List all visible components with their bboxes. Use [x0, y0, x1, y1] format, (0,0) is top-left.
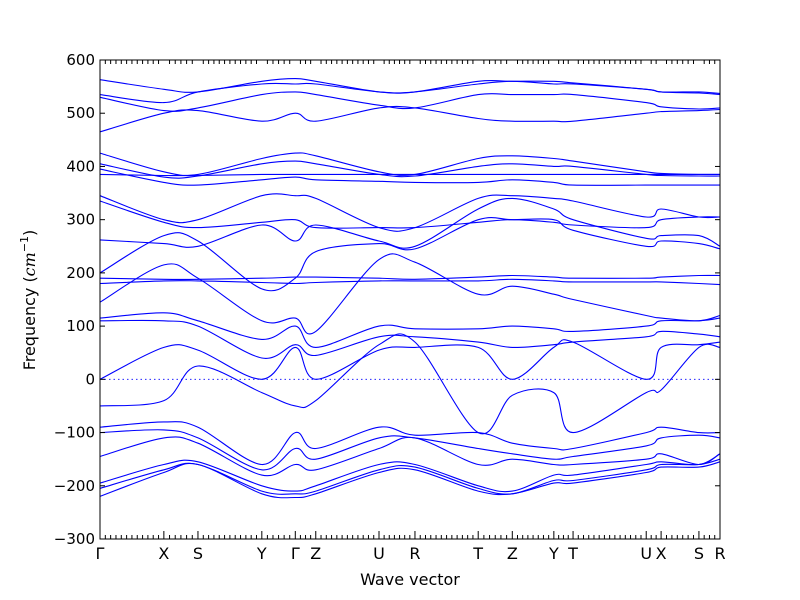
y-tick-label: 200 [66, 264, 95, 282]
y-axis-label-exponent: −1 [18, 236, 31, 252]
x-axis-label: Wave vector [360, 570, 460, 589]
high-symmetry-label: U [373, 544, 385, 563]
high-symmetry-label: Z [310, 544, 321, 563]
phonon-band-2 [99, 80, 721, 104]
y-tick-label: 300 [66, 211, 95, 229]
high-symmetry-label: Y [256, 544, 267, 563]
y-tick-label: −300 [54, 530, 95, 548]
phonon-band-12 [99, 216, 721, 292]
y-axis-label-close: ) [20, 230, 39, 236]
high-symmetry-label: Z [507, 544, 518, 563]
phonon-band-8 [99, 168, 720, 186]
y-axis-label-text: Frequency ( [20, 276, 39, 370]
high-symmetry-label: Γ [291, 544, 300, 563]
y-tick-label: 400 [66, 157, 95, 175]
y-axis-label: Frequency (cm−1) [18, 230, 39, 371]
y-axis-label-unit: cm [20, 252, 39, 276]
phonon-band-18 [99, 339, 721, 380]
phonon-band-22 [99, 436, 721, 477]
phonon-band-5 [99, 152, 721, 177]
phonon-band-3 [99, 91, 721, 112]
high-symmetry-label: S [694, 544, 704, 563]
high-symmetry-label: T [567, 544, 578, 563]
high-symmetry-label: X [656, 544, 667, 563]
phonon-band-21 [99, 429, 721, 471]
y-tick-label: −100 [54, 424, 95, 442]
phonon-band-6 [99, 160, 721, 179]
y-tick-label: 0 [85, 370, 95, 388]
y-tick-label: 500 [66, 104, 95, 122]
phonon-band-17 [99, 319, 721, 359]
high-symmetry-label: R [409, 544, 420, 563]
phonon-band-23 [99, 453, 721, 493]
plot-area [99, 59, 721, 540]
high-symmetry-label: R [714, 544, 725, 563]
phonon-band-20 [99, 421, 721, 466]
phonon-band-15 [99, 253, 721, 335]
phonon-band-19 [99, 333, 721, 435]
phonon-band-16 [99, 312, 721, 348]
high-symmetry-label: Γ [96, 544, 105, 563]
phonon-band-10 [99, 200, 721, 229]
phonon-bands [99, 78, 721, 499]
phonon-band-24 [99, 458, 721, 495]
high-symmetry-label: Y [548, 544, 559, 563]
y-tick-label: −200 [54, 477, 95, 495]
high-symmetry-label: X [158, 544, 169, 563]
phonon-band-9 [99, 193, 721, 232]
phonon-band-25 [99, 461, 721, 499]
y-tick-label: 100 [66, 317, 95, 335]
q-point-ticks [104, 60, 716, 539]
phonon-band-4 [99, 105, 721, 133]
phonon-band-13 [99, 274, 721, 280]
phonon-band-7 [99, 173, 720, 177]
high-symmetry-label: T [472, 544, 483, 563]
high-symmetry-label: S [193, 544, 203, 563]
y-tick-label: 600 [66, 51, 95, 69]
y-axis: −300 −200 −100 0 100 200 300 400 500 600 [54, 51, 720, 548]
phonon-band-11 [99, 197, 721, 249]
high-symmetry-label: U [640, 544, 652, 563]
axes-frame [99, 59, 721, 540]
